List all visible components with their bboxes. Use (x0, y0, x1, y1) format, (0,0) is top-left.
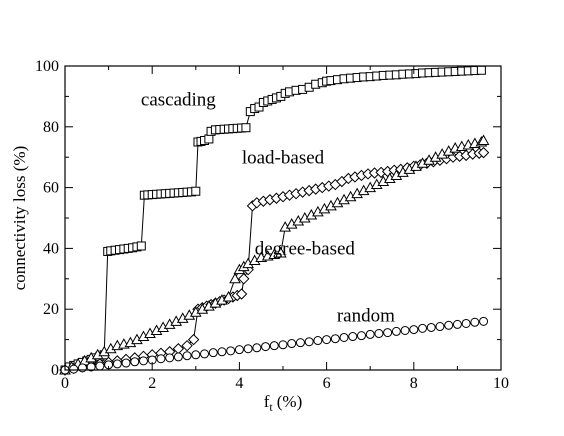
data-point-random (339, 332, 349, 342)
y-tick-label: 60 (43, 180, 59, 197)
annotation-degree-based: degree-based (255, 238, 356, 259)
x-axis-label-subscript: t (269, 400, 273, 414)
data-point-random (173, 352, 183, 362)
series-line-load-based (64, 152, 484, 371)
data-point-cascading (191, 186, 201, 196)
data-point-random (86, 362, 96, 372)
data-point-random (156, 354, 166, 364)
data-point-random (435, 322, 445, 332)
data-point-random (261, 342, 271, 352)
data-point-random (330, 334, 340, 344)
data-point-random (295, 338, 305, 348)
data-point-random (77, 363, 87, 373)
x-axis-label-unit: (%) (277, 392, 302, 411)
x-tick-label: 6 (323, 375, 331, 392)
data-point-cascading (136, 241, 146, 251)
data-point-degree-based (274, 246, 287, 258)
series-line-cascading (64, 69, 482, 371)
data-point-load-based (238, 273, 250, 285)
data-point-load-based (235, 288, 248, 300)
data-point-random (348, 332, 358, 342)
y-tick-label: 20 (43, 301, 59, 318)
x-tick-label: 10 (493, 375, 509, 392)
y-tick-label: 40 (43, 240, 59, 257)
data-point-random (243, 344, 253, 354)
x-tick-label: 8 (410, 375, 418, 392)
data-point-cascading (204, 134, 214, 144)
data-point-random (470, 317, 480, 327)
data-point-random (391, 326, 401, 336)
data-point-random (138, 356, 148, 366)
x-axis-label-main: f (264, 392, 270, 411)
x-tick-label: 0 (61, 375, 69, 392)
data-point-random (269, 341, 279, 351)
data-point-random (112, 359, 122, 369)
data-point-random (130, 357, 140, 367)
data-point-load-based (181, 339, 193, 352)
data-point-cascading (476, 65, 486, 75)
data-point-random (165, 353, 175, 363)
data-point-random (400, 325, 410, 335)
x-tick-label: 4 (235, 375, 243, 392)
annotation-load-based: load-based (242, 147, 325, 168)
data-point-random (182, 351, 192, 361)
data-point-cascading (241, 123, 251, 133)
data-point-random (479, 316, 489, 326)
series-random (60, 316, 489, 375)
data-point-random (69, 364, 79, 374)
data-point-random (252, 343, 262, 353)
data-point-random (121, 358, 131, 368)
data-point-random (409, 325, 419, 335)
data-point-random (322, 335, 332, 345)
plot-marks (59, 65, 490, 376)
data-point-random (313, 336, 323, 346)
data-point-random (278, 340, 288, 350)
annotation-random: random (337, 305, 395, 326)
series-annotations: cascading load-based degree-based random (141, 90, 395, 327)
data-point-random (374, 329, 384, 339)
x-axis-label: ft (%) (264, 392, 303, 414)
data-point-random (208, 348, 218, 358)
data-point-random (191, 350, 201, 360)
data-point-load-based (477, 146, 490, 159)
y-tick-label: 0 (51, 362, 59, 379)
data-point-load-based (187, 333, 200, 346)
data-point-degree-based (222, 291, 235, 302)
data-point-random (383, 328, 393, 338)
data-point-random (418, 323, 428, 333)
data-point-random (226, 346, 236, 356)
y-tick-label: 100 (35, 58, 59, 75)
data-point-random (356, 331, 366, 341)
data-point-random (95, 361, 105, 371)
annotation-cascading: cascading (141, 90, 216, 111)
data-point-degree-based (477, 134, 490, 145)
data-point-degree-based (229, 272, 241, 284)
data-point-random (452, 319, 462, 329)
y-axis-label: connectivity loss (%) (10, 146, 29, 290)
data-point-random (444, 320, 454, 330)
data-point-random (234, 345, 244, 355)
x-tick-label: 2 (148, 375, 156, 392)
data-point-random (365, 329, 375, 339)
data-point-random (287, 339, 297, 349)
data-point-random (304, 337, 314, 347)
plot-frame (64, 65, 502, 371)
y-tick-label: 80 (43, 119, 59, 136)
data-point-random (426, 322, 436, 332)
data-point-random (461, 318, 471, 328)
data-point-random (200, 349, 210, 359)
data-point-random (217, 347, 227, 357)
